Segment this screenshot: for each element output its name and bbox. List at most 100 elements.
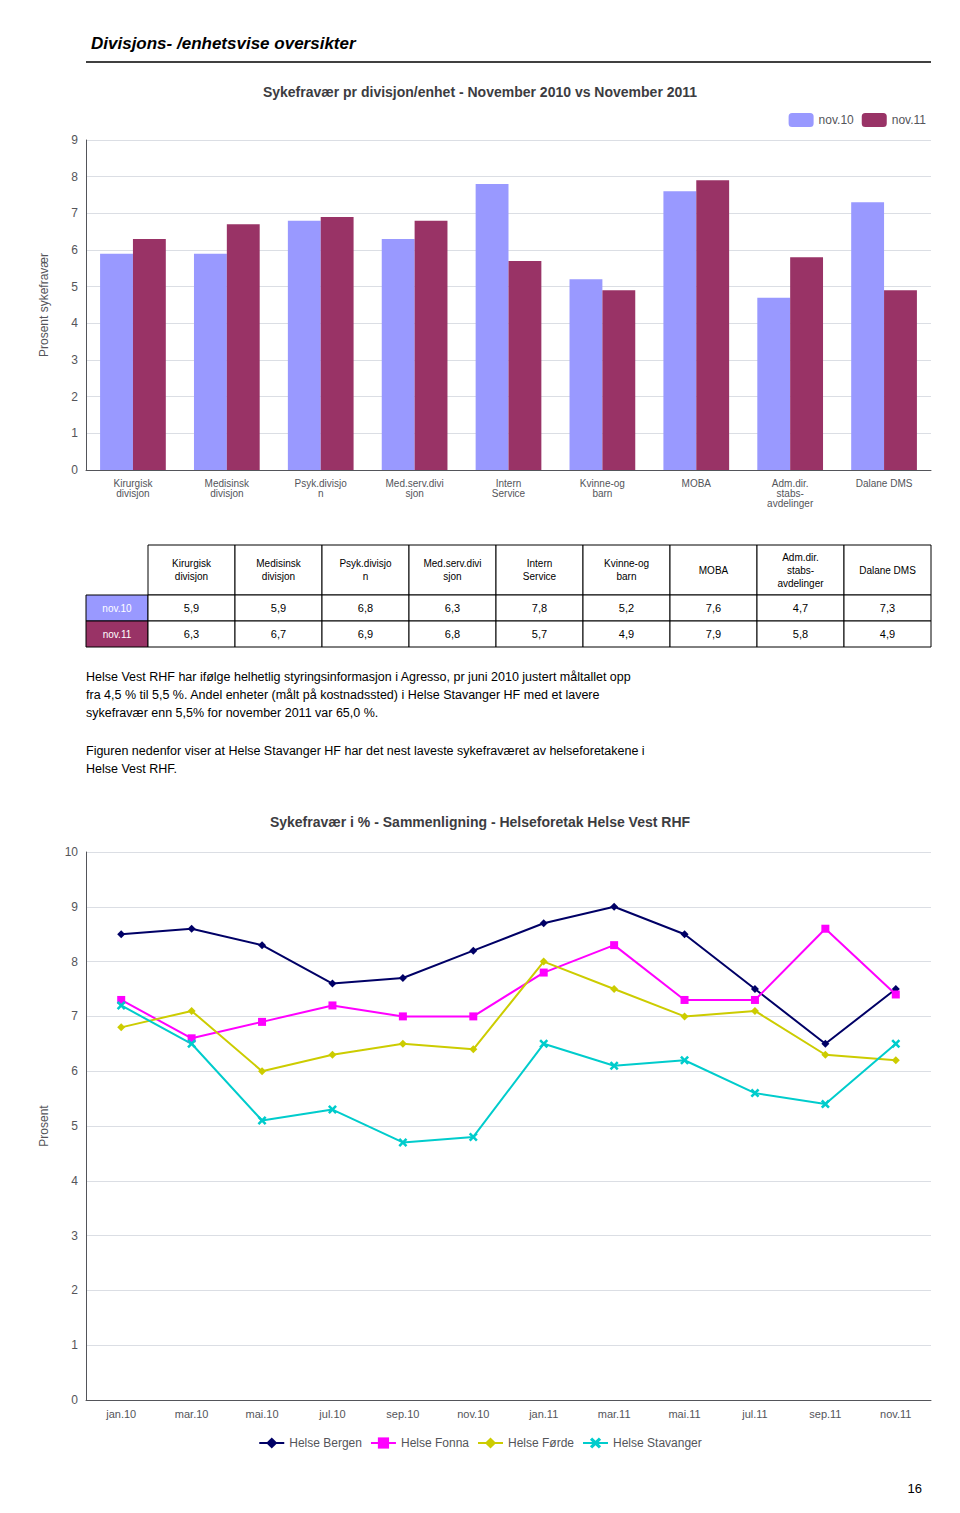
- svg-text:4: 4: [71, 316, 78, 330]
- svg-text:10: 10: [65, 845, 79, 859]
- svg-text:6: 6: [71, 243, 78, 257]
- svg-text:4,9: 4,9: [880, 628, 895, 640]
- svg-text:6,9: 6,9: [358, 628, 373, 640]
- svg-text:Kirurgisk: Kirurgisk: [172, 558, 212, 569]
- svg-text:n: n: [363, 571, 369, 582]
- svg-text:mai.11: mai.11: [668, 1408, 700, 1420]
- svg-text:Helse Stavanger: Helse Stavanger: [613, 1436, 702, 1450]
- svg-text:1: 1: [71, 1338, 78, 1352]
- svg-text:8: 8: [71, 170, 78, 184]
- svg-text:barn: barn: [616, 571, 636, 582]
- svg-text:6,3: 6,3: [445, 602, 460, 614]
- svg-text:nov.11: nov.11: [892, 113, 927, 127]
- svg-text:nov.10: nov.10: [819, 113, 854, 127]
- svg-text:sep.11: sep.11: [809, 1408, 841, 1420]
- svg-text:Kvinne-og: Kvinne-og: [604, 558, 649, 569]
- svg-text:Dalane DMS: Dalane DMS: [856, 478, 913, 489]
- svg-text:5,7: 5,7: [532, 628, 547, 640]
- svg-text:4: 4: [71, 1174, 78, 1188]
- svg-text:6: 6: [71, 1064, 78, 1078]
- svg-text:Service: Service: [523, 571, 557, 582]
- svg-text:fra 4,5 % til 5,5 %. Andel enh: fra 4,5 % til 5,5 %. Andel enheter (målt…: [86, 688, 600, 702]
- svg-text:n: n: [318, 488, 324, 499]
- svg-text:8: 8: [71, 955, 78, 969]
- svg-text:4,9: 4,9: [619, 628, 634, 640]
- svg-text:7: 7: [71, 206, 78, 220]
- svg-text:6,3: 6,3: [184, 628, 199, 640]
- svg-text:5: 5: [71, 1119, 78, 1133]
- svg-text:Medisinsk: Medisinsk: [204, 477, 250, 489]
- svg-text:Helse Førde: Helse Førde: [508, 1436, 574, 1450]
- svg-text:5,8: 5,8: [793, 628, 808, 640]
- svg-text:avdelinger: avdelinger: [767, 498, 814, 509]
- svg-text:7: 7: [71, 1009, 78, 1023]
- svg-text:3: 3: [71, 1229, 78, 1243]
- svg-text:jan.11: jan.11: [528, 1408, 558, 1420]
- svg-text:5,9: 5,9: [271, 602, 286, 614]
- svg-text:4,7: 4,7: [793, 602, 808, 614]
- svg-text:6,8: 6,8: [358, 602, 373, 614]
- svg-text:Helse Fonna: Helse Fonna: [401, 1436, 469, 1450]
- svg-text:nov.11: nov.11: [880, 1408, 911, 1420]
- svg-text:9: 9: [71, 133, 78, 147]
- svg-text:stabs-: stabs-: [787, 565, 814, 576]
- svg-text:Helse Vest RHF har ifølge helh: Helse Vest RHF har ifølge helhetlig styr…: [86, 670, 631, 684]
- svg-text:7,8: 7,8: [532, 602, 547, 614]
- svg-text:7,6: 7,6: [706, 602, 721, 614]
- svg-text:Med.serv.divi: Med.serv.divi: [385, 477, 444, 489]
- svg-text:Psyk.divisjo: Psyk.divisjo: [294, 477, 347, 489]
- svg-text:MOBA: MOBA: [682, 478, 712, 489]
- svg-text:7,9: 7,9: [706, 628, 721, 640]
- svg-text:Sykefravær i % - Sammenligning: Sykefravær i % - Sammenligning - Helsefo…: [270, 814, 691, 830]
- svg-text:mai.10: mai.10: [246, 1408, 279, 1420]
- svg-text:Prosent sykefravær: Prosent sykefravær: [37, 253, 51, 357]
- svg-text:Figuren nedenfor viser at Hels: Figuren nedenfor viser at Helse Stavange…: [86, 744, 645, 758]
- svg-text:16: 16: [908, 1481, 922, 1496]
- svg-text:jan.10: jan.10: [105, 1408, 136, 1420]
- svg-text:MOBA: MOBA: [699, 565, 729, 576]
- svg-text:sep.10: sep.10: [386, 1408, 419, 1420]
- svg-text:sjon: sjon: [443, 571, 461, 582]
- svg-text:9: 9: [71, 900, 78, 914]
- svg-text:mar.10: mar.10: [175, 1408, 209, 1420]
- svg-text:nov.10: nov.10: [457, 1408, 489, 1420]
- svg-text:1: 1: [71, 426, 78, 440]
- svg-text:2: 2: [71, 390, 78, 404]
- svg-text:Sykefravær pr divisjon/enhet -: Sykefravær pr divisjon/enhet - November …: [263, 84, 697, 100]
- svg-text:divisjon: divisjon: [210, 488, 243, 499]
- svg-text:6,8: 6,8: [445, 628, 460, 640]
- svg-text:barn: barn: [592, 488, 612, 499]
- svg-text:0: 0: [71, 1393, 78, 1407]
- svg-text:mar.11: mar.11: [598, 1408, 631, 1420]
- svg-text:Med.serv.divi: Med.serv.divi: [423, 558, 481, 569]
- svg-text:divisjon: divisjon: [262, 571, 295, 582]
- svg-text:Medisinsk: Medisinsk: [256, 558, 301, 569]
- svg-text:Kirurgisk: Kirurgisk: [113, 477, 153, 489]
- svg-text:5,9: 5,9: [184, 602, 199, 614]
- svg-text:5,2: 5,2: [619, 602, 634, 614]
- svg-text:sjon: sjon: [405, 488, 423, 499]
- svg-text:Intern: Intern: [527, 558, 553, 569]
- svg-text:7,3: 7,3: [880, 602, 895, 614]
- svg-text:avdelinger: avdelinger: [777, 578, 824, 589]
- svg-text:divisjon: divisjon: [175, 571, 208, 582]
- svg-text:Dalane DMS: Dalane DMS: [859, 565, 916, 576]
- svg-text:Service: Service: [492, 488, 526, 499]
- svg-text:Prosent: Prosent: [37, 1105, 51, 1147]
- svg-text:Psyk.divisjo: Psyk.divisjo: [339, 558, 392, 569]
- svg-text:2: 2: [71, 1283, 78, 1297]
- svg-text:3: 3: [71, 353, 78, 367]
- svg-text:6,7: 6,7: [271, 628, 286, 640]
- svg-text:Adm.dir.: Adm.dir.: [782, 552, 819, 563]
- svg-text:divisjon: divisjon: [116, 488, 149, 499]
- svg-text:sykefravær enn 5,5% for novemb: sykefravær enn 5,5% for november 2011 va…: [86, 706, 378, 720]
- svg-text:Helse Vest RHF.: Helse Vest RHF.: [86, 762, 177, 776]
- svg-text:5: 5: [71, 280, 78, 294]
- svg-text:nov.10: nov.10: [102, 603, 132, 614]
- svg-text:jul.10: jul.10: [318, 1408, 345, 1420]
- svg-text:jul.11: jul.11: [741, 1408, 767, 1420]
- svg-text:Helse Bergen: Helse Bergen: [289, 1436, 362, 1450]
- svg-text:Divisjons- /enhetsvise oversik: Divisjons- /enhetsvise oversikter: [91, 34, 357, 53]
- svg-text:0: 0: [71, 463, 78, 477]
- svg-text:nov.11: nov.11: [103, 629, 132, 640]
